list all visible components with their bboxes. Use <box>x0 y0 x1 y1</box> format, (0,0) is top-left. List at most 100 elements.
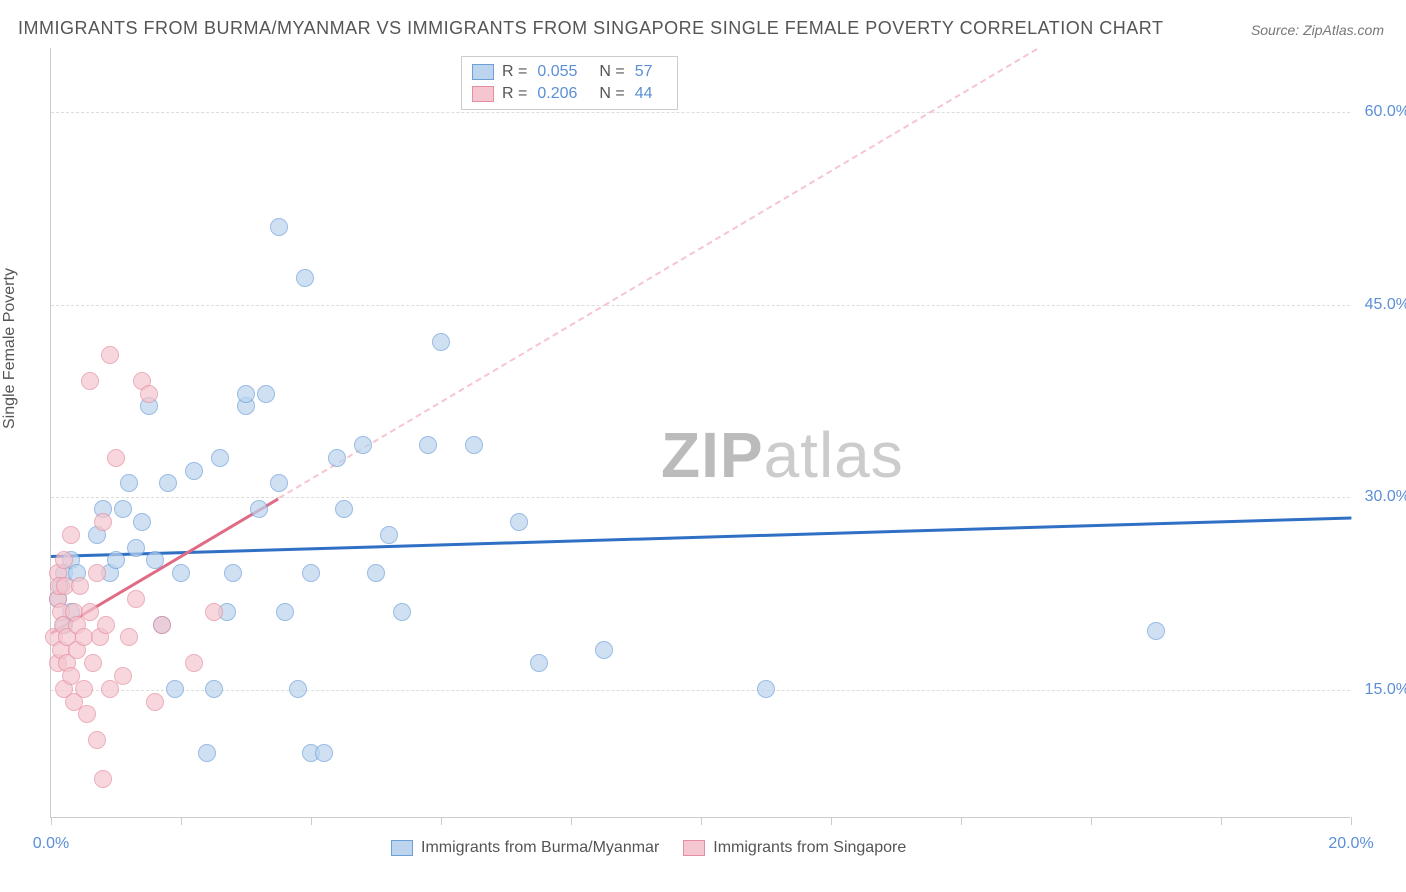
data-point <box>114 500 132 518</box>
y-tick-label: 15.0% <box>1365 681 1406 699</box>
data-point <box>127 590 145 608</box>
data-point <box>146 551 164 569</box>
data-point <box>419 436 437 454</box>
data-point <box>296 269 314 287</box>
data-point <box>250 500 268 518</box>
data-point <box>205 603 223 621</box>
legend-n-value: 57 <box>635 63 653 81</box>
data-point <box>101 346 119 364</box>
data-point <box>75 680 93 698</box>
legend-swatch <box>472 64 494 80</box>
data-point <box>84 654 102 672</box>
data-point <box>315 744 333 762</box>
x-tick-label: 0.0% <box>33 835 69 853</box>
x-tick <box>1351 817 1352 825</box>
x-tick <box>311 817 312 825</box>
legend-r-label: R = <box>502 85 527 103</box>
x-tick-label: 20.0% <box>1328 835 1373 853</box>
data-point <box>465 436 483 454</box>
legend-r-label: R = <box>502 63 527 81</box>
data-point <box>270 218 288 236</box>
data-point <box>393 603 411 621</box>
legend-swatch <box>683 840 705 856</box>
trend-line <box>51 516 1351 557</box>
chart-container: IMMIGRANTS FROM BURMA/MYANMAR VS IMMIGRA… <box>0 0 1406 892</box>
x-tick <box>831 817 832 825</box>
data-point <box>205 680 223 698</box>
x-tick <box>571 817 572 825</box>
source-attribution: Source: ZipAtlas.com <box>1251 22 1384 38</box>
data-point <box>510 513 528 531</box>
watermark-bold: ZIP <box>661 419 764 491</box>
y-tick-label: 60.0% <box>1365 103 1406 121</box>
gridline <box>51 305 1350 306</box>
watermark-light: atlas <box>764 419 904 491</box>
data-point <box>172 564 190 582</box>
gridline <box>51 112 1350 113</box>
data-point <box>595 641 613 659</box>
legend-series-label: Immigrants from Singapore <box>713 839 906 857</box>
legend-n-value: 44 <box>635 85 653 103</box>
data-point <box>55 551 73 569</box>
legend-n-label: N = <box>599 63 624 81</box>
data-point <box>159 474 177 492</box>
y-tick-label: 45.0% <box>1365 296 1406 314</box>
data-point <box>1147 622 1165 640</box>
data-point <box>237 385 255 403</box>
x-tick <box>1091 817 1092 825</box>
x-tick <box>441 817 442 825</box>
data-point <box>198 744 216 762</box>
data-point <box>120 474 138 492</box>
data-point <box>328 449 346 467</box>
y-tick-label: 30.0% <box>1365 488 1406 506</box>
data-point <box>185 654 203 672</box>
gridline <box>51 497 1350 498</box>
data-point <box>78 705 96 723</box>
data-point <box>211 449 229 467</box>
data-point <box>354 436 372 454</box>
data-point <box>127 539 145 557</box>
legend-r-value: 0.055 <box>537 63 577 81</box>
data-point <box>107 551 125 569</box>
x-tick <box>961 817 962 825</box>
x-tick <box>181 817 182 825</box>
legend-swatch <box>472 86 494 102</box>
data-point <box>367 564 385 582</box>
legend-series-item: Immigrants from Burma/Myanmar <box>391 839 659 857</box>
data-point <box>153 616 171 634</box>
data-point <box>81 603 99 621</box>
data-point <box>71 577 89 595</box>
data-point <box>107 449 125 467</box>
x-tick <box>1221 817 1222 825</box>
data-point <box>335 500 353 518</box>
legend-row: R =0.206N =44 <box>472 83 667 105</box>
data-point <box>166 680 184 698</box>
data-point <box>270 474 288 492</box>
data-point <box>88 731 106 749</box>
data-point <box>289 680 307 698</box>
x-tick <box>51 817 52 825</box>
x-tick <box>701 817 702 825</box>
data-point <box>224 564 242 582</box>
data-point <box>62 526 80 544</box>
gridline <box>51 690 1350 691</box>
data-point <box>94 770 112 788</box>
legend-r-value: 0.206 <box>537 85 577 103</box>
data-point <box>81 372 99 390</box>
data-point <box>257 385 275 403</box>
data-point <box>146 693 164 711</box>
data-point <box>88 564 106 582</box>
legend-swatch <box>391 840 413 856</box>
data-point <box>185 462 203 480</box>
legend-correlation: R =0.055N =57R =0.206N =44 <box>461 56 678 110</box>
legend-series-label: Immigrants from Burma/Myanmar <box>421 839 659 857</box>
data-point <box>120 628 138 646</box>
data-point <box>432 333 450 351</box>
data-point <box>302 564 320 582</box>
data-point <box>380 526 398 544</box>
data-point <box>97 616 115 634</box>
watermark: ZIPatlas <box>661 418 904 492</box>
plot-area: ZIPatlas R =0.055N =57R =0.206N =44 Immi… <box>50 48 1350 818</box>
data-point <box>114 667 132 685</box>
chart-title: IMMIGRANTS FROM BURMA/MYANMAR VS IMMIGRA… <box>18 18 1163 39</box>
